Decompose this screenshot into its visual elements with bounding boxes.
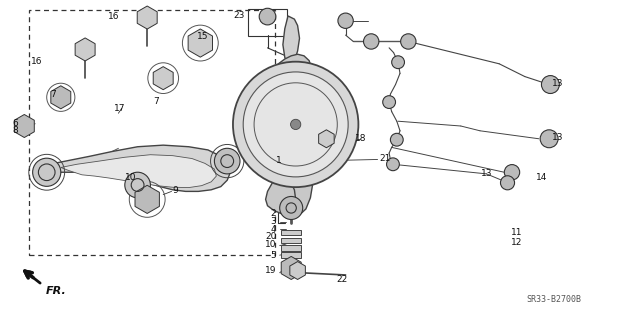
Circle shape	[338, 13, 353, 28]
Text: 10: 10	[265, 241, 276, 249]
Text: FR.: FR.	[46, 286, 67, 296]
Circle shape	[280, 197, 303, 219]
Bar	[281, 238, 301, 243]
Polygon shape	[61, 155, 216, 188]
Circle shape	[390, 133, 403, 146]
Circle shape	[504, 165, 520, 180]
Circle shape	[125, 172, 150, 198]
Polygon shape	[270, 54, 314, 214]
Bar	[281, 245, 301, 251]
Circle shape	[233, 62, 358, 187]
Circle shape	[387, 158, 399, 171]
Polygon shape	[266, 179, 296, 214]
Circle shape	[33, 158, 61, 186]
Circle shape	[259, 8, 276, 25]
Circle shape	[291, 119, 301, 130]
Text: 12: 12	[511, 238, 522, 247]
Polygon shape	[42, 145, 230, 191]
Polygon shape	[14, 115, 35, 137]
Text: 7: 7	[154, 97, 159, 106]
Bar	[248, 9, 287, 36]
Polygon shape	[51, 86, 71, 109]
Circle shape	[500, 176, 515, 190]
Text: 19: 19	[265, 266, 276, 275]
Circle shape	[364, 34, 379, 49]
Text: 13: 13	[481, 169, 493, 178]
Text: 3: 3	[271, 217, 276, 226]
Circle shape	[541, 76, 559, 93]
Circle shape	[383, 96, 396, 108]
Bar	[281, 230, 301, 235]
Text: 15: 15	[197, 32, 209, 41]
Text: SR33-B2700B: SR33-B2700B	[526, 295, 581, 304]
Text: 1: 1	[276, 156, 282, 165]
Text: 23: 23	[234, 11, 245, 20]
Polygon shape	[283, 16, 300, 67]
Bar	[281, 252, 301, 258]
Polygon shape	[188, 29, 212, 57]
Text: 21: 21	[379, 154, 390, 163]
Text: 4: 4	[271, 225, 276, 234]
Polygon shape	[135, 185, 159, 213]
Polygon shape	[75, 38, 95, 61]
Polygon shape	[137, 6, 157, 29]
Circle shape	[401, 34, 416, 49]
Polygon shape	[319, 130, 334, 148]
Bar	[29, 10, 275, 255]
Text: 10: 10	[125, 173, 136, 182]
Text: 16: 16	[31, 57, 42, 66]
Text: 7: 7	[50, 90, 56, 99]
Text: 9: 9	[173, 186, 179, 195]
Circle shape	[243, 72, 348, 177]
Text: 14: 14	[536, 173, 548, 182]
Text: 18: 18	[355, 134, 367, 143]
Text: 20: 20	[265, 232, 276, 241]
Text: 6: 6	[13, 119, 19, 128]
Polygon shape	[153, 67, 173, 90]
Text: 11: 11	[511, 228, 522, 237]
Text: 16: 16	[108, 12, 119, 21]
Text: 17: 17	[114, 104, 125, 113]
Text: 8: 8	[13, 126, 19, 135]
Circle shape	[392, 56, 404, 69]
Text: 13: 13	[552, 133, 563, 142]
Circle shape	[540, 130, 558, 148]
Polygon shape	[281, 256, 301, 279]
Polygon shape	[290, 262, 305, 279]
Text: 2: 2	[271, 209, 276, 218]
Text: 22: 22	[336, 275, 348, 284]
Text: 13: 13	[552, 79, 563, 88]
Circle shape	[214, 148, 240, 174]
Text: 5: 5	[271, 251, 276, 260]
